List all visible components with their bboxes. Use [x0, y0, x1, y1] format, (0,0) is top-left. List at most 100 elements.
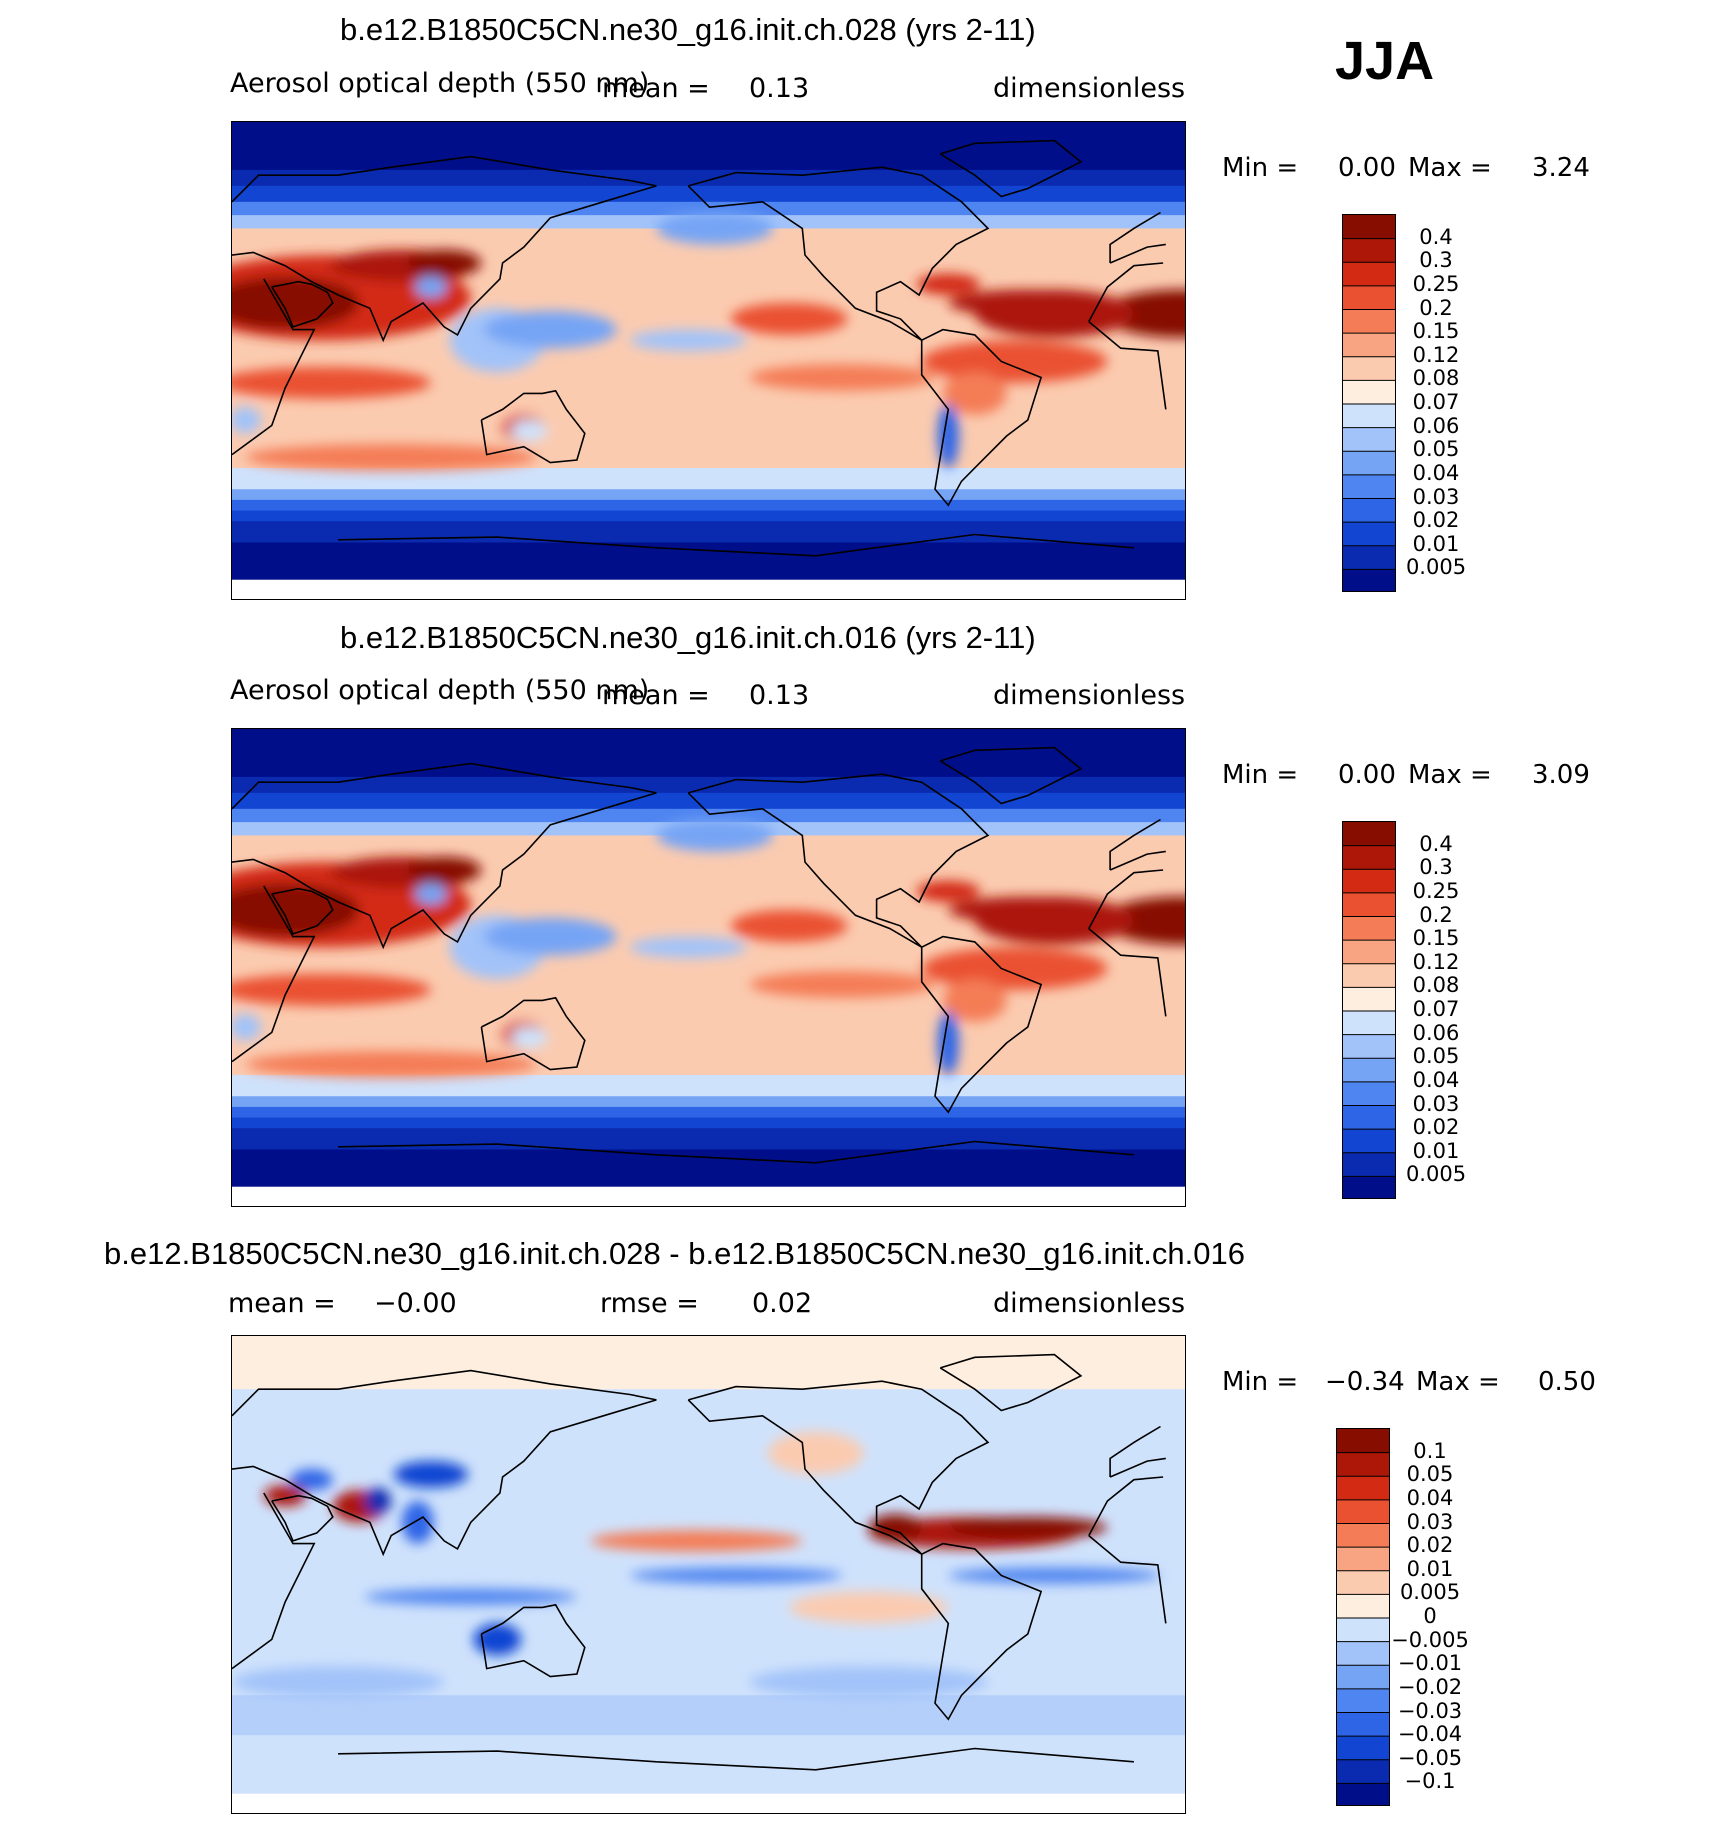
colorbar-level-label: −0.01 — [1397, 1651, 1463, 1676]
coastline — [232, 262, 1167, 456]
field-band — [232, 776, 1185, 794]
coastline — [939, 746, 1083, 805]
field-contour — [407, 856, 482, 884]
field-contour — [232, 1665, 445, 1698]
field-contour — [916, 880, 981, 902]
coastline — [271, 1494, 334, 1542]
colorbar-swatch — [1343, 498, 1395, 523]
colorbar-level-label: 0.05 — [1412, 1044, 1460, 1069]
colorbar-swatch — [1343, 940, 1395, 965]
panel-2-max-value: 3.09 — [1532, 760, 1590, 790]
colorbar-level-label: 0.03 — [1406, 1509, 1454, 1534]
colorbar-swatch — [1337, 1712, 1389, 1737]
field-contour — [590, 1530, 803, 1552]
colorbar-level-label: 0.03 — [1412, 1091, 1460, 1116]
colorbar-swatch — [1343, 215, 1395, 240]
colorbar-level-label: 0.04 — [1412, 1067, 1460, 1092]
coastline — [939, 139, 1083, 198]
coastline — [480, 996, 586, 1071]
field-contour — [510, 420, 548, 442]
field-band — [232, 1117, 1185, 1129]
field-contour — [942, 372, 1007, 415]
field-contour — [232, 1013, 262, 1041]
colorbar-swatch — [1337, 1618, 1389, 1643]
field-contour — [948, 1516, 1108, 1539]
panel-3-title: b.e12.B1850C5CN.ne30_g16.init.ch.028 - b… — [104, 1236, 1245, 1271]
colorbar-swatch — [1337, 1783, 1389, 1805]
panel-1-map — [231, 121, 1186, 600]
panel-3-min-label: Min = — [1222, 1367, 1299, 1397]
colorbar-swatch — [1343, 892, 1395, 917]
colorbar-level-label: 0.1 — [1413, 1438, 1447, 1463]
field-contour — [656, 819, 774, 852]
colorbar-swatch — [1337, 1523, 1389, 1548]
no-data-strip — [232, 579, 1185, 599]
coastline — [232, 155, 1166, 343]
coastline — [920, 935, 1043, 1114]
colorbar-level-label: 0.05 — [1406, 1462, 1454, 1487]
colorbar-swatch — [1337, 1688, 1389, 1713]
field-contour — [916, 273, 981, 295]
panel-1-mean-label: mean = — [602, 73, 710, 104]
colorbar-level-label: 0.3 — [1419, 248, 1453, 273]
colorbar-level-label: −0.04 — [1397, 1722, 1463, 1747]
colorbar-level-label: 0.02 — [1412, 1115, 1460, 1140]
field-contour — [364, 1487, 392, 1515]
colorbar-swatch — [1343, 1129, 1395, 1154]
panel-1-title: b.e12.B1850C5CN.ne30_g16.init.ch.028 (yr… — [340, 12, 1036, 47]
coastline — [480, 389, 586, 464]
coastline — [271, 887, 334, 935]
colorbar-level-label: 0.08 — [1412, 973, 1460, 998]
colorbar-swatch — [1343, 1011, 1395, 1036]
colorbar-level-label: 0.005 — [1405, 555, 1467, 580]
colorbar-level-label: 0.4 — [1419, 831, 1453, 856]
colorbar-level-label: −0.05 — [1397, 1745, 1463, 1770]
coastline — [338, 533, 1134, 557]
colorbar-level-label: 0.005 — [1399, 1580, 1461, 1605]
panel-1-max-label: Max = — [1408, 153, 1492, 183]
field-contour — [364, 1588, 577, 1605]
coastline — [939, 1353, 1083, 1412]
colorbar-swatch — [1343, 822, 1395, 847]
field-contour — [629, 1567, 843, 1584]
colorbar-level-label: 0.01 — [1406, 1556, 1454, 1581]
field-contour — [749, 1665, 989, 1698]
colorbar-level-label: 0.03 — [1412, 484, 1460, 509]
colorbar-level-label: 0.05 — [1412, 437, 1460, 462]
coastline — [480, 1603, 586, 1678]
panel-3-min-value: −0.34 — [1325, 1367, 1405, 1397]
panel-2-mean-value: 0.13 — [749, 680, 810, 711]
panel-3-rmse-label: rmse = — [600, 1288, 699, 1319]
colorbar-level-label: −0.1 — [1404, 1769, 1456, 1794]
colorbar-swatch — [1343, 309, 1395, 334]
panel-1-mean-value: 0.13 — [749, 73, 810, 104]
field-contour — [629, 936, 747, 958]
panel-1-max-value: 3.24 — [1532, 153, 1590, 183]
colorbar-swatch — [1343, 380, 1395, 405]
field-band — [232, 1074, 1185, 1097]
field-contour — [921, 947, 1108, 990]
colorbar-level-label: 0.12 — [1412, 342, 1460, 367]
field-band — [232, 792, 1185, 810]
field-band — [232, 1096, 1185, 1108]
field-contour — [407, 249, 482, 277]
colorbar-level-label: 0.04 — [1412, 460, 1460, 485]
field-band — [232, 729, 1185, 778]
field-contour — [730, 909, 848, 942]
colorbar-swatch — [1343, 427, 1395, 452]
panel-2-title: b.e12.B1850C5CN.ne30_g16.init.ch.016 (yr… — [340, 620, 1036, 655]
coastline — [232, 869, 1167, 1063]
colorbar-level-label: 0.07 — [1412, 997, 1460, 1021]
colorbar-swatch — [1337, 1429, 1389, 1454]
colorbar-swatch — [1343, 238, 1395, 263]
colorbar-swatch — [1343, 333, 1395, 358]
field-band — [232, 499, 1185, 512]
colorbar-swatch — [1337, 1499, 1389, 1524]
no-data-strip — [232, 1186, 1185, 1206]
season-label: JJA — [1335, 31, 1435, 91]
colorbar-level-label: 0.005 — [1405, 1162, 1467, 1187]
colorbar-swatch — [1343, 404, 1395, 429]
coastline — [271, 280, 334, 328]
field-band — [232, 510, 1185, 522]
coastline — [687, 166, 990, 341]
